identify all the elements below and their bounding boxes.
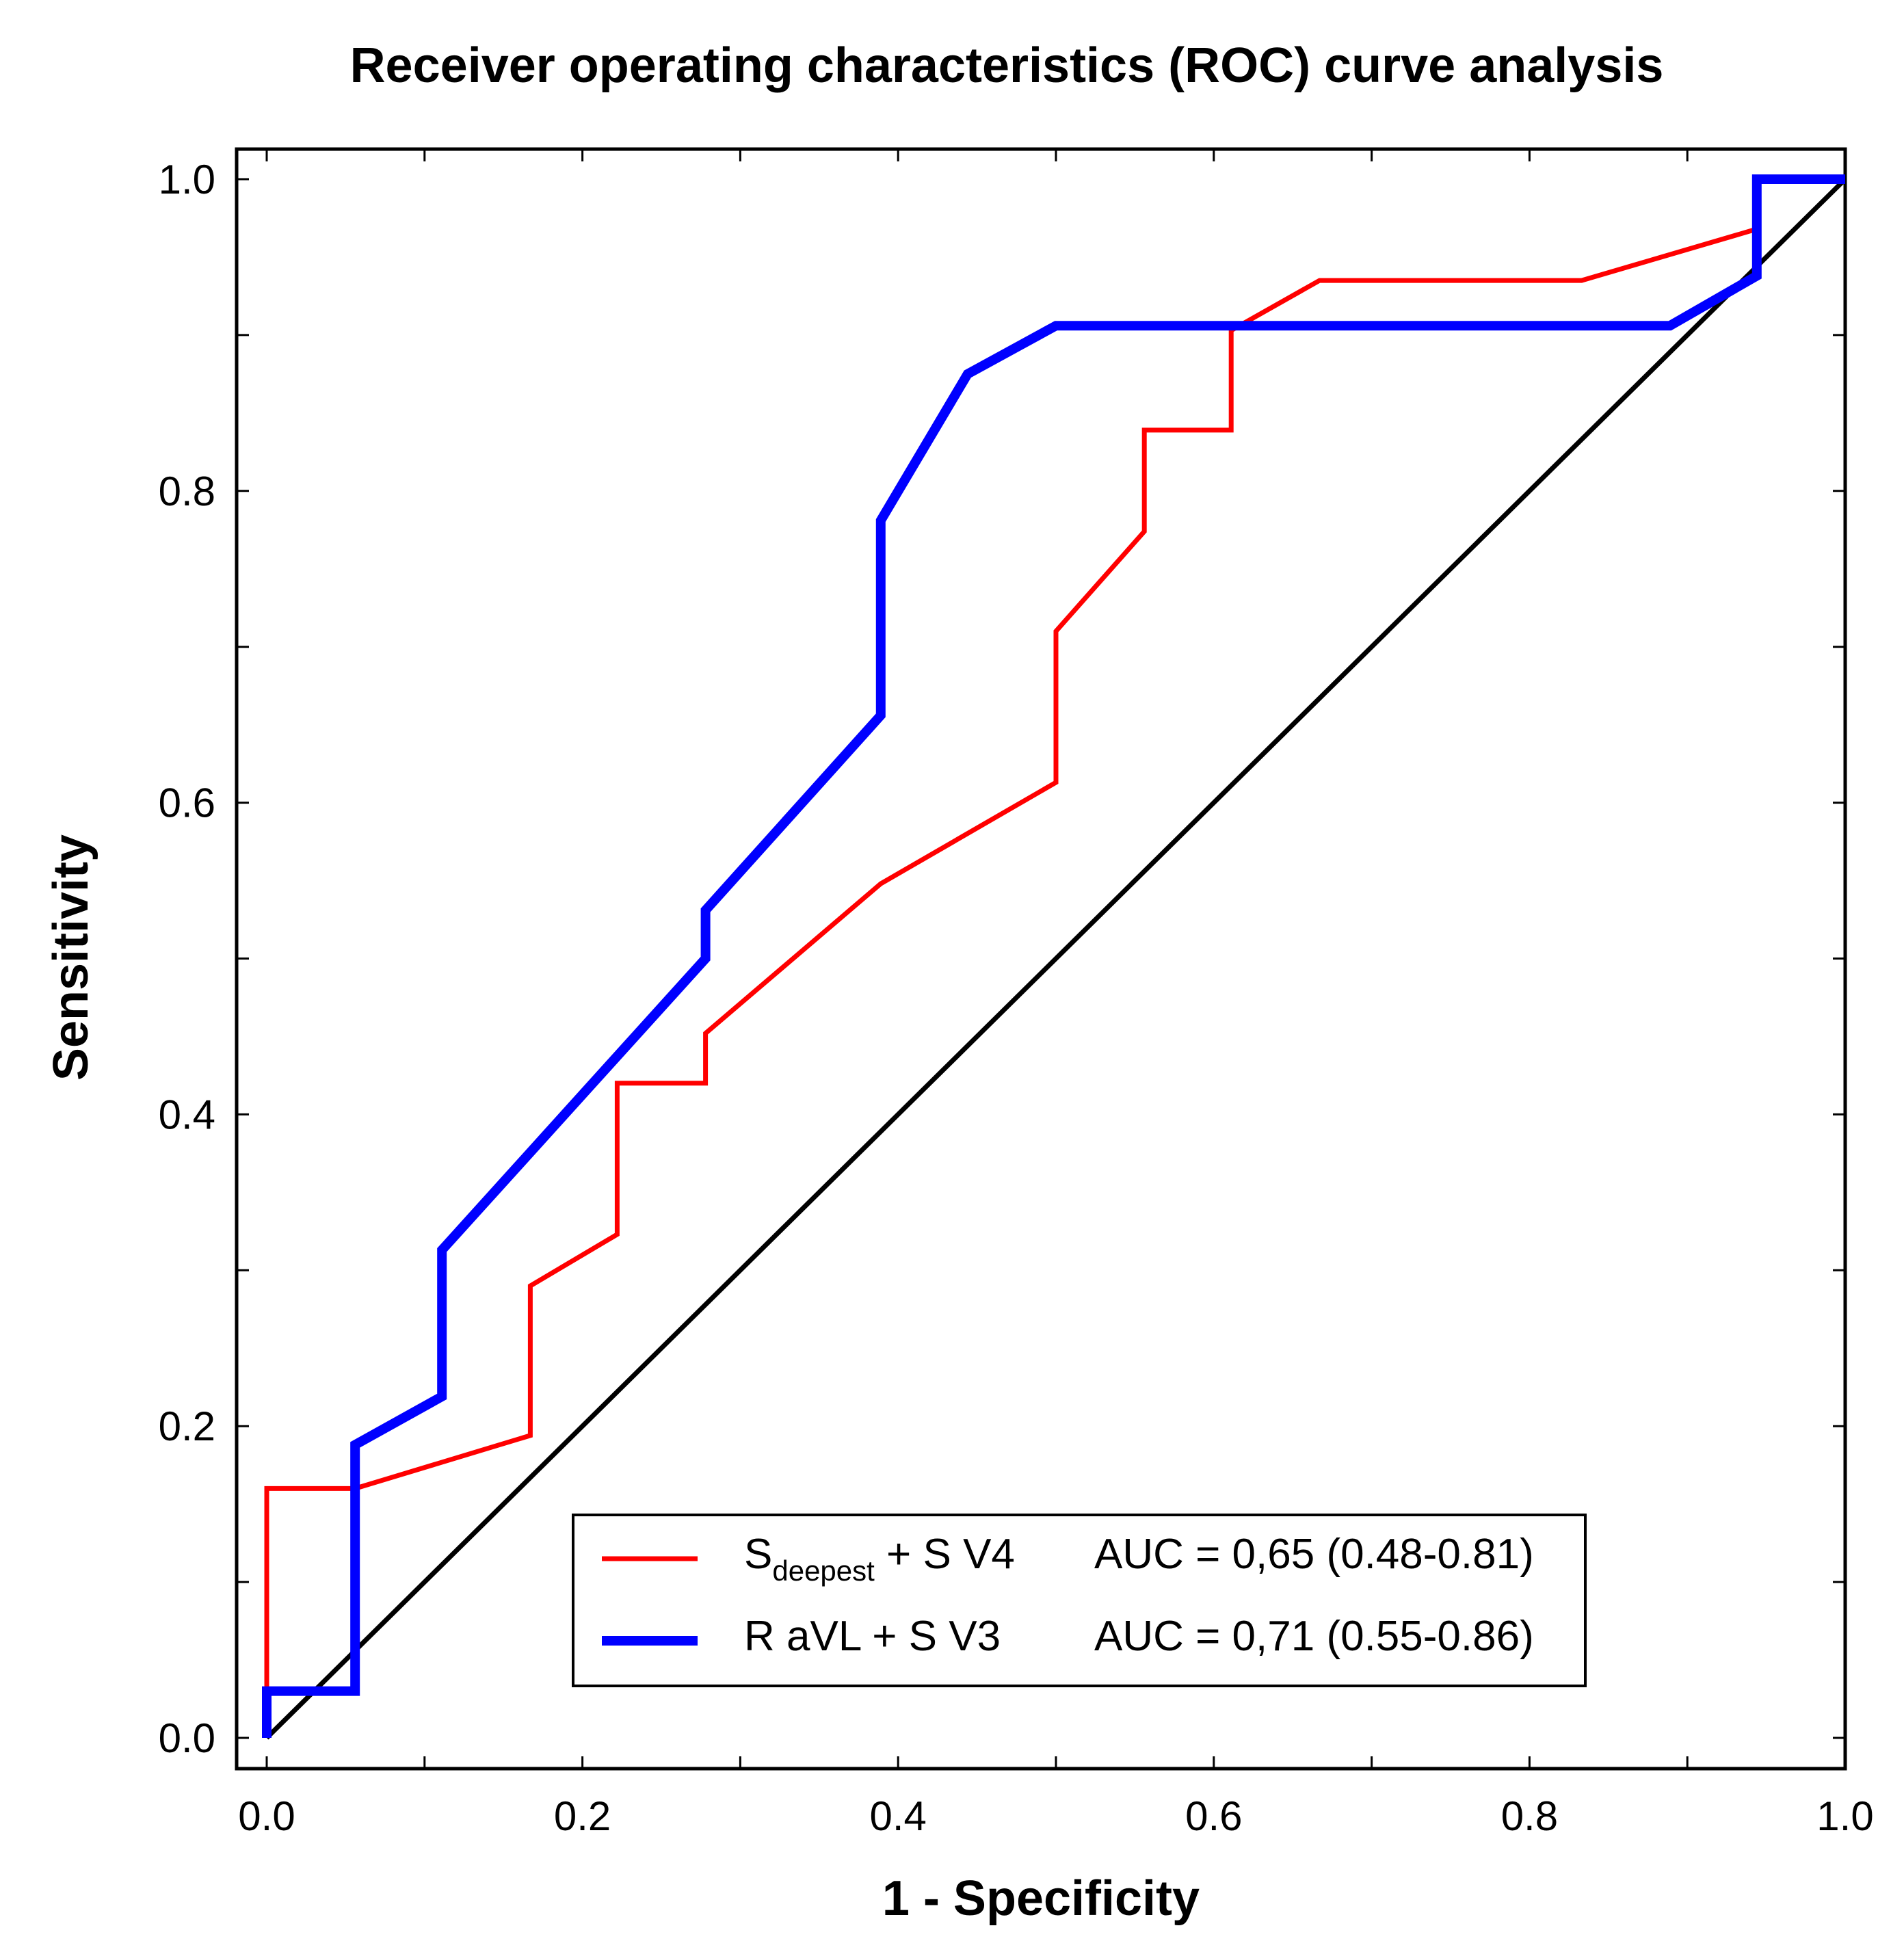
y-tick-label: 1.0 xyxy=(159,157,215,202)
legend-label-plus-sv4: + S V4 xyxy=(875,1531,1015,1578)
plot-frame xyxy=(235,147,1847,1771)
y-tick-labels: 0.0 0.2 0.4 0.6 0.8 1.0 xyxy=(159,157,215,1761)
y-axis-label: Sensitivity xyxy=(44,834,98,1081)
y-tick-label: 0.2 xyxy=(159,1403,215,1449)
x-tick-label: 0.2 xyxy=(554,1793,611,1839)
chart-title: Receiver operating characteristics (ROC)… xyxy=(350,38,1664,93)
y-tick-label: 0.6 xyxy=(159,780,215,826)
series-line-ravl-sv3 xyxy=(262,174,1845,1738)
x-axis-label: 1 - Specificity xyxy=(882,1871,1200,1926)
legend-box xyxy=(572,1514,1587,1687)
legend-auc-red: AUC = 0,65 (0.48-0.81) xyxy=(1094,1531,1534,1578)
x-tick-label: 0.4 xyxy=(869,1793,926,1839)
x-tick-label: 0.8 xyxy=(1501,1793,1558,1839)
legend-auc-blue: AUC = 0,71 (0.55-0.86) xyxy=(1094,1613,1534,1660)
x-tick-label: 1.0 xyxy=(1816,1793,1873,1839)
legend-label-s: S xyxy=(744,1531,772,1578)
axis-ticks xyxy=(237,149,1847,1769)
series-lines xyxy=(262,174,1847,1740)
series-line-sdeepest-sv4 xyxy=(264,176,1845,1691)
x-tick-labels: 0.0 0.2 0.4 0.6 0.8 1.0 xyxy=(238,1793,1873,1839)
legend-label-ravl-sv3: R aVL + S V3 xyxy=(744,1613,1001,1660)
x-tick-label: 0.6 xyxy=(1185,1793,1242,1839)
legend: Sdeepest + S V4 AUC = 0,65 (0.48-0.81) R… xyxy=(572,1514,1587,1687)
x-tick-label: 0.0 xyxy=(238,1793,295,1839)
reference-diagonal-line xyxy=(265,177,1847,1740)
legend-label-sdeepest: Sdeepest + S V4 xyxy=(744,1531,1015,1587)
y-tick-label: 0.8 xyxy=(159,468,215,514)
y-tick-label: 0.0 xyxy=(159,1715,215,1761)
legend-label-deepest-subscript: deepest xyxy=(772,1555,875,1587)
y-tick-label: 0.4 xyxy=(159,1092,215,1137)
